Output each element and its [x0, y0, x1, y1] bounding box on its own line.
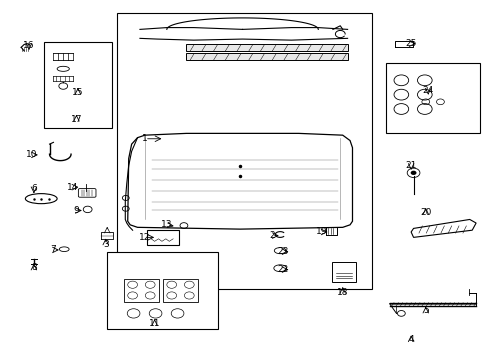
Text: 16: 16 — [24, 41, 35, 50]
Text: 22: 22 — [277, 265, 289, 274]
Text: 2: 2 — [269, 231, 275, 240]
Text: 5: 5 — [423, 306, 429, 315]
Text: 1: 1 — [142, 134, 147, 143]
Text: 23: 23 — [277, 247, 289, 256]
Text: 12: 12 — [139, 233, 150, 242]
Bar — [44, 42, 112, 128]
Text: 14: 14 — [67, 183, 79, 192]
Bar — [332, 262, 356, 282]
Bar — [147, 230, 179, 244]
Bar — [117, 13, 372, 289]
Bar — [186, 44, 347, 51]
Text: 11: 11 — [149, 319, 160, 328]
Bar — [386, 63, 480, 134]
Text: 15: 15 — [72, 87, 84, 96]
Bar — [186, 53, 347, 60]
Text: 13: 13 — [161, 220, 172, 229]
Text: 4: 4 — [408, 335, 414, 344]
Text: 10: 10 — [26, 150, 38, 159]
Text: 25: 25 — [405, 39, 417, 48]
Text: 20: 20 — [420, 208, 432, 217]
Circle shape — [411, 171, 416, 175]
Text: 6: 6 — [31, 184, 37, 193]
Text: 21: 21 — [405, 161, 417, 170]
Bar — [124, 279, 159, 302]
Text: 19: 19 — [317, 228, 328, 237]
Text: 17: 17 — [71, 114, 82, 123]
Text: 18: 18 — [337, 288, 348, 297]
Text: 7: 7 — [50, 246, 56, 255]
Bar — [163, 279, 198, 302]
Text: 8: 8 — [31, 264, 37, 273]
Text: 24: 24 — [422, 86, 434, 95]
Text: 9: 9 — [74, 206, 79, 215]
Text: 3: 3 — [103, 240, 109, 249]
Bar — [107, 252, 218, 329]
